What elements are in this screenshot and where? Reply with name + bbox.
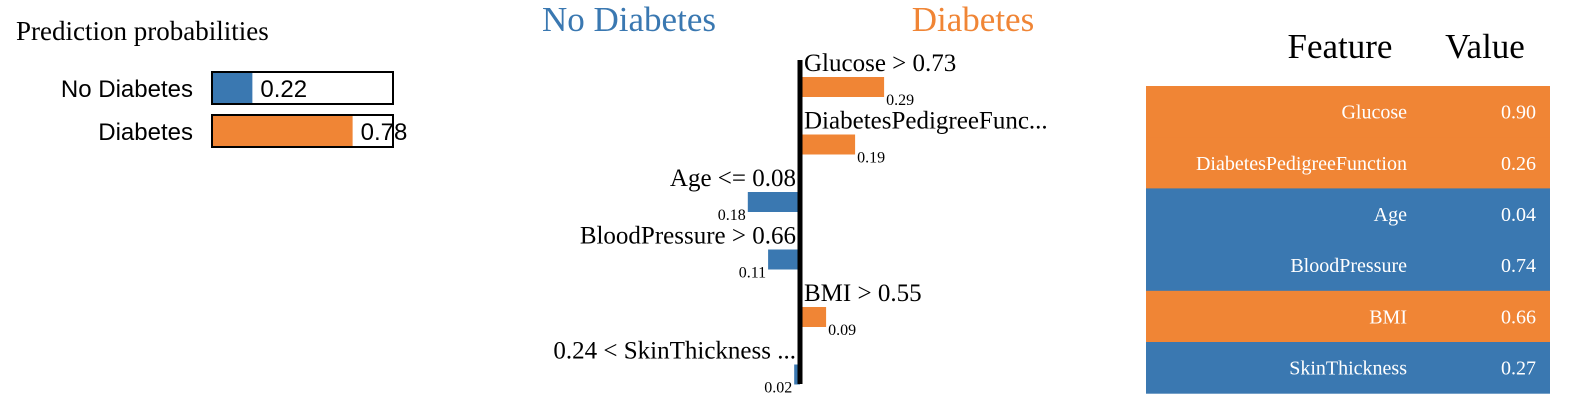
- prediction-probabilities-panel: Prediction probabilities No Diabetes 0.22…: [16, 16, 408, 148]
- feature-weight-label: 0.09: [828, 322, 856, 339]
- feature-weight-label: 0.11: [739, 265, 766, 282]
- table-value-cell: 0.66: [1501, 306, 1536, 328]
- table-feature-cell: Glucose: [1341, 102, 1407, 124]
- negative-class-label: No Diabetes: [542, 0, 716, 39]
- table-row: [1146, 239, 1550, 292]
- feature-weight-label: 0.19: [857, 150, 885, 167]
- chart-title: Prediction probabilities: [16, 16, 269, 46]
- table-value-cell: 0.27: [1501, 358, 1536, 380]
- feature-weight-bar: [768, 249, 800, 270]
- feature-condition-label: BMI > 0.55: [804, 280, 922, 307]
- feature-condition-label: DiabetesPedigreeFunc...: [804, 108, 1048, 135]
- table-feature-cell: SkinThickness: [1289, 358, 1407, 380]
- table-value-cell: 0.74: [1501, 255, 1536, 277]
- table-row: [1146, 342, 1550, 394]
- feature-weight-label: 0.29: [886, 92, 914, 109]
- feature-condition-label: Glucose > 0.73: [804, 50, 956, 77]
- table-row: [1146, 188, 1550, 241]
- feature-condition-label: Age <= 0.08: [670, 165, 796, 192]
- table-feature-cell: BMI: [1369, 306, 1407, 328]
- table-header-value: Value: [1445, 27, 1525, 66]
- table-header-feature: Feature: [1288, 27, 1393, 66]
- positive-class-label: Diabetes: [912, 0, 1034, 39]
- feature-weights-panel: No Diabetes Diabetes Glucose > 0.73 0.29D…: [542, 0, 1048, 397]
- table-row: [1146, 290, 1550, 343]
- table-value-cell: 0.90: [1501, 102, 1536, 124]
- feature-weight-bar: [800, 307, 827, 327]
- table-row: [1146, 86, 1550, 138]
- feature-weight-bar: [747, 192, 800, 212]
- proba-bar: [213, 116, 353, 146]
- feature-weight-bar: [794, 364, 800, 385]
- feature-condition-label: 0.24 < SkinThickness ...: [553, 338, 796, 365]
- feature-weight-label: 0.18: [718, 207, 746, 224]
- table-row: [1146, 137, 1550, 189]
- feature-value-table: Feature Value Glucose 0.90 DiabetesPedigre…: [1146, 27, 1550, 394]
- proba-value-label: 0.22: [260, 76, 307, 103]
- proba-bar: [213, 73, 253, 103]
- proba-category-label: No Diabetes: [61, 76, 193, 103]
- feature-weight-bar: [800, 77, 885, 97]
- feature-weight-label: 0.02: [764, 380, 792, 397]
- feature-condition-label: BloodPressure > 0.66: [580, 223, 796, 250]
- proba-category-label: Diabetes: [98, 119, 193, 146]
- table-feature-cell: BloodPressure: [1290, 255, 1407, 277]
- proba-value-label: 0.78: [361, 119, 408, 146]
- table-value-cell: 0.04: [1501, 204, 1536, 226]
- table-value-cell: 0.26: [1501, 153, 1536, 175]
- feature-weight-bar: [800, 134, 856, 155]
- table-feature-cell: DiabetesPedigreeFunction: [1196, 153, 1407, 175]
- table-feature-cell: Age: [1374, 204, 1407, 226]
